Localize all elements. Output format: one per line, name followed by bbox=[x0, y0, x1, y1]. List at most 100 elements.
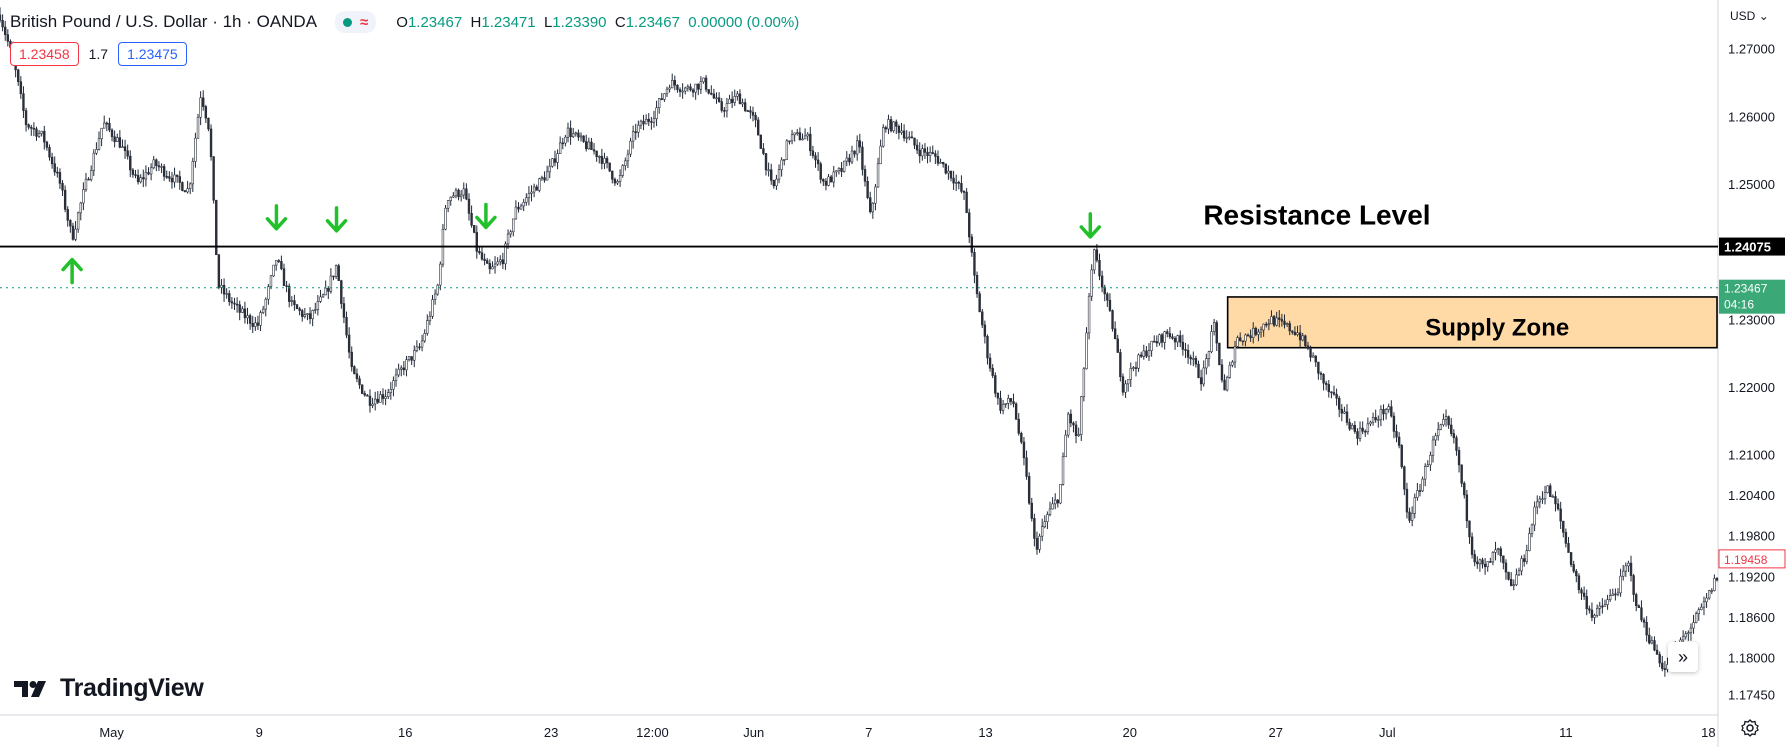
candle-body bbox=[303, 314, 307, 317]
candle-body bbox=[142, 177, 145, 180]
candle-body bbox=[1051, 503, 1054, 510]
candle-body bbox=[650, 121, 653, 123]
sell-button[interactable]: 1.23458 bbox=[10, 42, 79, 66]
candle-body bbox=[19, 81, 23, 94]
candle-body bbox=[314, 309, 317, 311]
candle-body bbox=[1549, 485, 1552, 498]
candle-body bbox=[407, 356, 411, 361]
candle-body bbox=[1022, 441, 1026, 459]
candle-body bbox=[895, 121, 898, 127]
candle-body bbox=[624, 160, 627, 166]
sell-price-label-bg bbox=[1718, 549, 1786, 569]
candle-body bbox=[92, 152, 95, 171]
candle-body bbox=[433, 293, 437, 300]
candle-body bbox=[1298, 332, 1302, 341]
candle-body bbox=[1132, 367, 1135, 369]
candle-body bbox=[1249, 335, 1252, 338]
currency-selector[interactable]: USD ⌄ bbox=[1730, 9, 1769, 23]
candle-body bbox=[337, 265, 340, 281]
candle-body bbox=[558, 142, 562, 154]
candle-body bbox=[538, 178, 541, 191]
candle-body bbox=[1522, 558, 1526, 562]
candle-body bbox=[1160, 334, 1164, 343]
candle-body bbox=[1124, 383, 1127, 393]
candle-body bbox=[360, 384, 364, 394]
candle-body bbox=[1246, 334, 1250, 337]
candle-body bbox=[1304, 335, 1307, 347]
candle-body bbox=[858, 140, 862, 148]
candle-body bbox=[316, 301, 320, 310]
candle-body bbox=[181, 182, 184, 191]
candle-body bbox=[254, 322, 257, 327]
candle-body bbox=[241, 308, 244, 313]
candle-body bbox=[988, 357, 992, 369]
candle-body bbox=[493, 263, 497, 268]
candle-body bbox=[1100, 275, 1104, 288]
candle-body bbox=[48, 147, 51, 158]
candle-body bbox=[618, 175, 622, 182]
candle-body bbox=[233, 302, 236, 305]
x-tick-label: May bbox=[99, 725, 124, 740]
candle-body bbox=[694, 83, 697, 93]
candle-body bbox=[947, 170, 950, 174]
candle-body bbox=[720, 101, 723, 111]
candle-body bbox=[230, 301, 234, 304]
candle-body bbox=[238, 304, 241, 313]
candle-body bbox=[527, 193, 531, 199]
candle-body bbox=[678, 89, 682, 92]
candle-body bbox=[1710, 590, 1713, 592]
candle-body bbox=[785, 140, 789, 160]
buy-button[interactable]: 1.23475 bbox=[118, 42, 187, 66]
candle-body bbox=[543, 177, 546, 181]
settings-gear-icon[interactable] bbox=[1740, 718, 1760, 738]
indicator-toggle-button[interactable]: ≈ bbox=[335, 11, 377, 33]
candle-body bbox=[1218, 342, 1221, 366]
candle-body bbox=[139, 177, 142, 183]
candle-body bbox=[1437, 429, 1440, 437]
candle-body bbox=[71, 225, 75, 240]
candle-body bbox=[1512, 584, 1515, 587]
candle-body bbox=[986, 336, 989, 359]
candle-body bbox=[1139, 354, 1143, 357]
candle-body bbox=[121, 146, 124, 149]
y-tick-label: 1.27000 bbox=[1728, 42, 1775, 57]
candle-body bbox=[855, 140, 859, 155]
candle-body bbox=[113, 136, 116, 142]
candle-body bbox=[1168, 333, 1172, 338]
candle-body bbox=[264, 298, 267, 310]
candle-body bbox=[1121, 376, 1125, 393]
y-tick-label: 1.18600 bbox=[1728, 610, 1775, 625]
down-arrow-icon bbox=[265, 204, 288, 231]
candle-body bbox=[1192, 358, 1195, 360]
candle-body bbox=[730, 98, 734, 103]
scroll-to-realtime-button[interactable]: » bbox=[1668, 642, 1698, 672]
candle-body bbox=[1173, 338, 1177, 343]
candle-body bbox=[1189, 356, 1192, 360]
candle-body bbox=[413, 350, 416, 361]
candle-body bbox=[483, 258, 486, 261]
candle-body bbox=[1444, 416, 1448, 420]
candle-body bbox=[1181, 341, 1185, 350]
candle-body bbox=[1640, 607, 1643, 621]
candle-body bbox=[1275, 317, 1278, 326]
y-tick-label: 1.19800 bbox=[1728, 529, 1775, 544]
candle-body bbox=[1538, 498, 1542, 503]
candle-body bbox=[587, 141, 591, 150]
candle-body bbox=[1413, 497, 1416, 514]
symbol-title[interactable]: British Pound / U.S. Dollar · 1h · OANDA bbox=[10, 12, 318, 31]
candle-body bbox=[548, 165, 551, 173]
candle-body bbox=[1694, 613, 1698, 623]
candle-body bbox=[0, 14, 2, 21]
candle-body bbox=[175, 174, 179, 177]
candle-body bbox=[941, 162, 945, 165]
candle-body bbox=[684, 87, 687, 92]
candle-body bbox=[994, 375, 997, 394]
candle-body bbox=[452, 195, 455, 198]
candle-body bbox=[462, 188, 465, 196]
candle-body bbox=[853, 150, 856, 155]
candle-body bbox=[756, 119, 760, 136]
candle-body bbox=[168, 176, 171, 179]
candle-body bbox=[545, 171, 549, 181]
candle-body bbox=[762, 148, 765, 154]
